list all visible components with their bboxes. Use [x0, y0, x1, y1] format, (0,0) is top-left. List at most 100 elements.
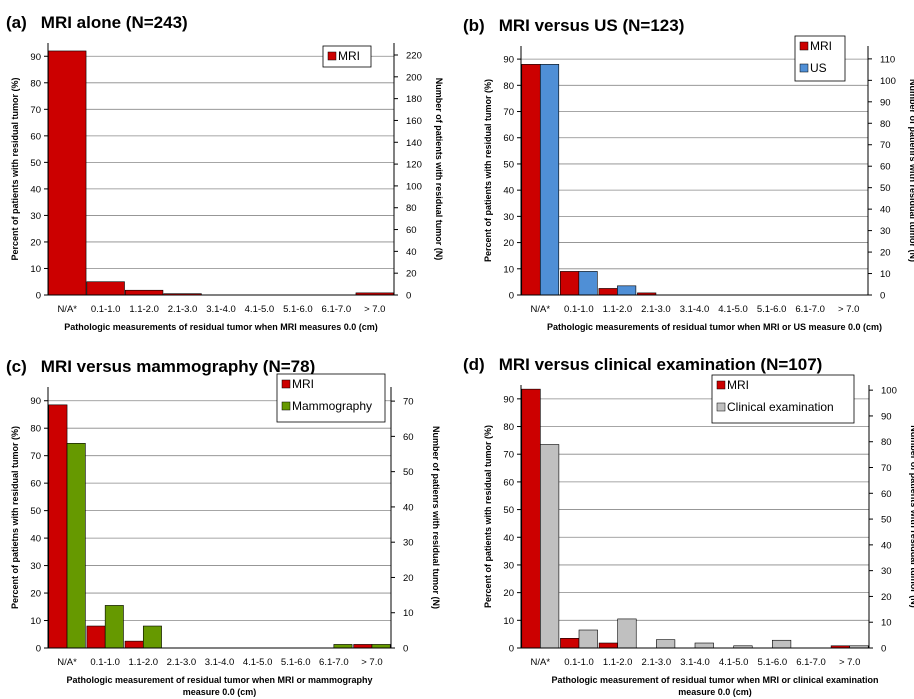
panel-title: MRI alone (N=243): [41, 13, 188, 32]
y-tick-label: 10: [503, 616, 514, 627]
y-tick-label: 40: [503, 533, 514, 544]
chart-c: (c) MRI versus mammography (N=78) 0 10 20 30 4…: [6, 357, 441, 697]
panel-title: MRI versus mammography (N=78): [41, 357, 315, 376]
legend-swatch: [716, 380, 726, 390]
y-tick-label: 20: [30, 237, 41, 248]
y2-tick-label: 30: [880, 226, 891, 237]
bar-clinical-examination: [656, 639, 676, 649]
x-axis-title: Pathologic measurements of residual tumo…: [64, 322, 378, 332]
y-tick-label: 50: [30, 506, 41, 517]
bar-clinical-examination: [578, 629, 598, 649]
y2-tick-label: 120: [406, 160, 422, 171]
chart-title: (c) MRI versus mammography (N=78): [6, 357, 315, 376]
y2-tick-label: 220: [406, 51, 422, 62]
y-tick-label: 80: [30, 78, 41, 89]
x-tick-label: 0.1-1.0: [91, 304, 121, 315]
y-tick-label: 50: [30, 158, 41, 169]
y-tick-label: 30: [503, 212, 514, 223]
y2-axis-title: Number of patienrs with residual tumor (…: [908, 79, 914, 262]
bar-mri: [560, 638, 580, 649]
x-tick-label: 2.1-3.0: [168, 304, 198, 315]
chart-title: (b) MRI versus US (N=123): [463, 16, 684, 35]
x-tick-label: > 7.0: [361, 657, 382, 668]
y-tick-label: 40: [503, 186, 514, 197]
y-tick-label: 70: [30, 105, 41, 116]
y2-tick-label: 50: [880, 183, 891, 194]
chart-d: (d) MRI versus clinical examination (N=10…: [463, 355, 914, 697]
y2-tick-label: 180: [406, 94, 422, 105]
chart-title: (d) MRI versus clinical examination (N=10…: [463, 355, 822, 374]
legend-box: [322, 45, 372, 68]
x-tick-label: 1.1-2.0: [603, 304, 633, 315]
y-tick-label: 50: [503, 159, 514, 170]
bar-mri: [124, 640, 144, 649]
legend-swatch: [281, 379, 291, 389]
y2-tick-label: 90: [880, 97, 891, 108]
y-tick-label: 90: [30, 52, 41, 63]
legend-label: MRI: [810, 39, 832, 53]
y2-tick-label: 10: [403, 608, 414, 619]
y-tick-label: 70: [30, 451, 41, 462]
legend-label: MRI: [292, 377, 314, 391]
y2-tick-label: 70: [881, 463, 892, 474]
x-tick-label: 1.1-2.0: [129, 304, 159, 315]
y2-tick-label: 100: [881, 386, 897, 397]
y2-tick-label: 10: [881, 618, 892, 629]
legend-swatch: [716, 402, 726, 412]
y-tick-label: 50: [503, 505, 514, 516]
y-tick-label: 20: [503, 238, 514, 249]
x-tick-label: 4.1-5.0: [243, 657, 273, 668]
panel-letter: (a): [6, 13, 27, 32]
x-tick-label: 5.1-6.0: [757, 304, 787, 315]
y2-tick-label: 30: [881, 566, 892, 577]
x-tick-label: > 7.0: [839, 657, 860, 668]
y2-tick-label: 70: [880, 140, 891, 151]
legend-box: [276, 373, 386, 423]
legend-swatch: [799, 41, 809, 51]
y2-axis-title: Number of patients with residual tumor (…: [434, 78, 444, 261]
y2-tick-label: 50: [881, 515, 892, 526]
x-tick-label: > 7.0: [364, 304, 385, 315]
y2-tick-label: 110: [880, 54, 895, 65]
bar-mri: [560, 271, 580, 296]
y-tick-label: 60: [503, 477, 514, 488]
x-axis-title: Pathologic measurements of residual tumo…: [547, 322, 882, 332]
y2-tick-label: 40: [881, 540, 892, 551]
y2-tick-label: 20: [880, 248, 891, 259]
x-tick-label: 4.1-5.0: [245, 304, 275, 315]
x-tick-label: 6.1-7.0: [322, 304, 352, 315]
y-tick-label: 0: [509, 291, 514, 302]
bar-mri: [86, 281, 125, 296]
x-tick-label: 6.1-7.0: [319, 657, 349, 668]
y2-tick-label: 60: [403, 432, 414, 443]
chart-a: (a) MRI alone (N=243) 0 10 20 30 40 50 60 70 80 90 0…: [6, 13, 444, 332]
panel-c: (c) MRI versus mammography (N=78) 0 10 20 30 4…: [0, 350, 457, 699]
y-tick-label: 70: [503, 107, 514, 118]
legend-label: MRI: [338, 49, 360, 63]
x-tick-label: 0.1-1.0: [90, 657, 120, 668]
y2-tick-label: 90: [881, 411, 892, 422]
bar-mammography: [104, 605, 124, 649]
x-tick-label: 2.1-3.0: [167, 657, 197, 668]
x-tick-label: 3.1-4.0: [680, 657, 710, 668]
bar-mri: [598, 642, 618, 649]
y2-tick-label: 10: [880, 269, 891, 280]
y-tick-label: 0: [36, 644, 41, 655]
panel-d: (d) MRI versus clinical examination (N=10…: [457, 350, 914, 699]
x-tick-label: > 7.0: [838, 304, 859, 315]
y2-tick-label: 80: [406, 203, 417, 214]
y-tick-label: 30: [30, 561, 41, 572]
y-tick-label: 70: [503, 450, 514, 461]
y-tick-label: 10: [30, 616, 41, 627]
y2-tick-label: 140: [406, 138, 422, 149]
bar-mammography: [371, 644, 391, 649]
panel-b: (b) MRI versus US (N=123) 0 10 20 30 40 50 60 70 8…: [457, 0, 914, 345]
x-tick-label: N/A*: [531, 657, 551, 668]
panel-letter: (c): [6, 357, 27, 376]
x-tick-label: 0.1-1.0: [564, 304, 594, 315]
y2-tick-label: 60: [881, 489, 892, 500]
x-tick-label: 2.1-3.0: [641, 304, 671, 315]
legend-swatch: [281, 401, 291, 411]
legend-label: Clinical examination: [727, 400, 834, 414]
bar-mri: [521, 388, 541, 649]
